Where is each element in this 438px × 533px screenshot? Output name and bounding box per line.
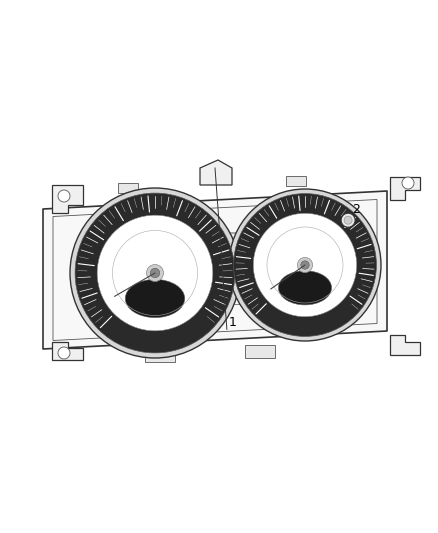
- Circle shape: [253, 213, 357, 317]
- Circle shape: [58, 347, 70, 359]
- Circle shape: [58, 190, 70, 202]
- Circle shape: [344, 216, 352, 224]
- Polygon shape: [286, 176, 306, 186]
- Polygon shape: [145, 348, 175, 362]
- FancyBboxPatch shape: [176, 233, 268, 299]
- Polygon shape: [245, 345, 275, 358]
- Polygon shape: [43, 191, 387, 349]
- Polygon shape: [390, 177, 420, 200]
- Circle shape: [75, 193, 235, 353]
- Circle shape: [146, 264, 163, 281]
- Circle shape: [70, 188, 240, 358]
- Circle shape: [402, 177, 414, 189]
- Polygon shape: [52, 185, 83, 213]
- Polygon shape: [52, 342, 83, 360]
- Polygon shape: [200, 160, 232, 185]
- Ellipse shape: [233, 207, 367, 325]
- Polygon shape: [390, 335, 420, 355]
- Circle shape: [297, 257, 313, 272]
- Circle shape: [229, 189, 381, 341]
- Circle shape: [233, 193, 376, 336]
- Circle shape: [150, 268, 160, 278]
- Ellipse shape: [81, 212, 229, 334]
- Ellipse shape: [125, 279, 185, 318]
- Text: 1: 1: [229, 317, 237, 329]
- Circle shape: [301, 261, 309, 269]
- Polygon shape: [118, 183, 138, 193]
- Circle shape: [97, 215, 213, 331]
- Circle shape: [341, 213, 355, 227]
- Ellipse shape: [279, 271, 332, 305]
- Text: 2: 2: [352, 203, 360, 216]
